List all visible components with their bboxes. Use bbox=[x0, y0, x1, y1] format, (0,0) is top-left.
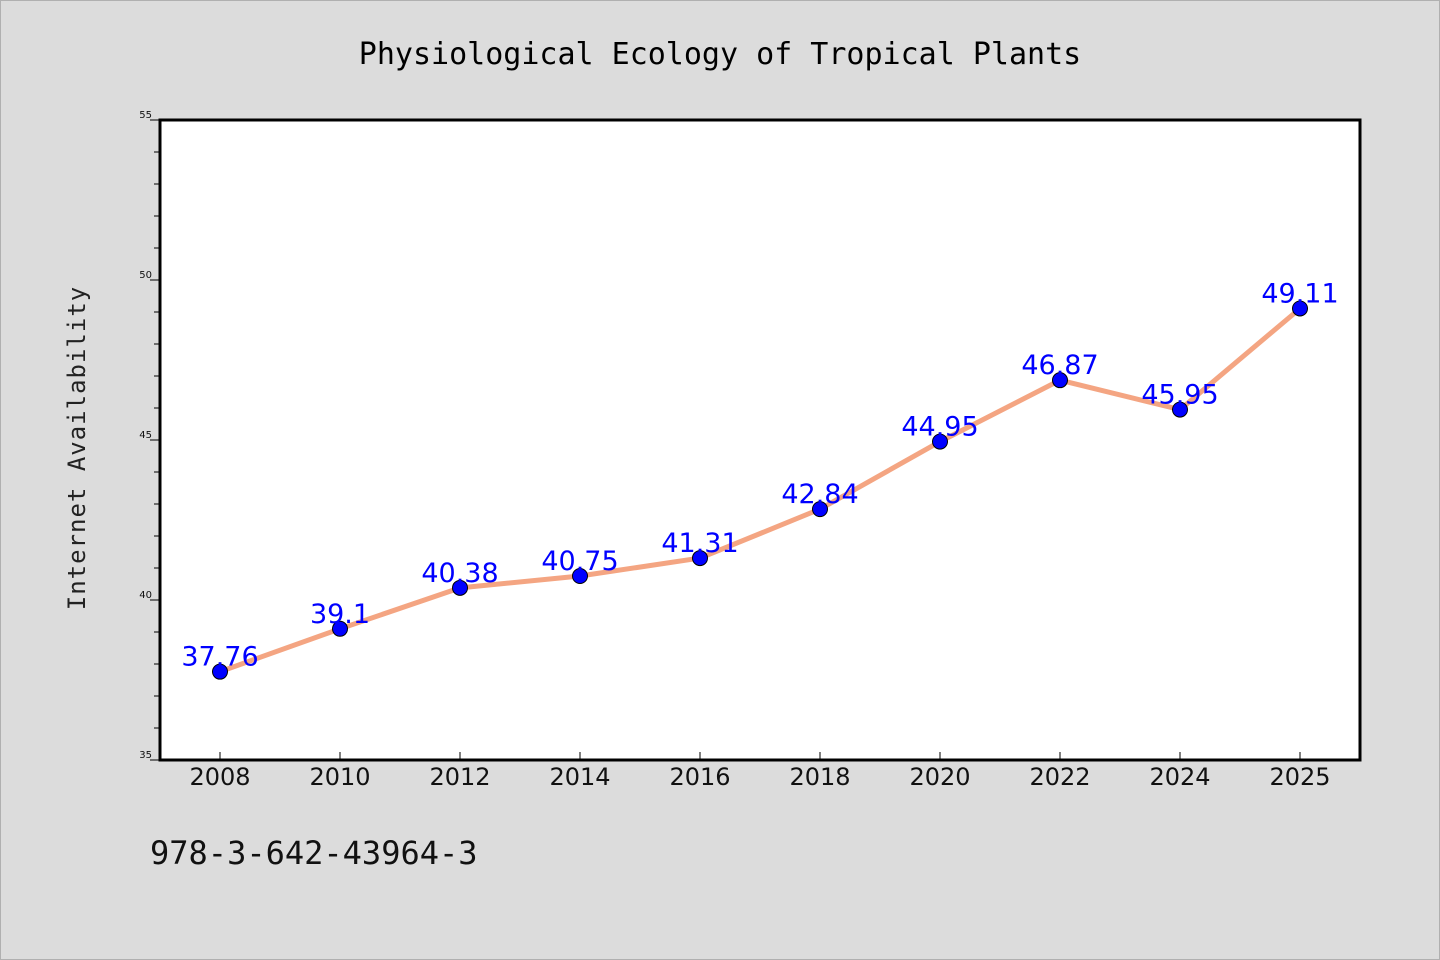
y-tick-label: 50 bbox=[139, 270, 152, 281]
y-tick-label: 40 bbox=[139, 590, 152, 601]
y-tick-label: 35 bbox=[139, 750, 152, 761]
data-label: 40.75 bbox=[541, 546, 618, 577]
isbn-footer: 978-3-642-43964-3 bbox=[150, 834, 478, 872]
series-line bbox=[217, 305, 1303, 675]
x-tick-label: 2012 bbox=[429, 763, 490, 791]
data-point bbox=[1292, 300, 1308, 317]
data-label: 42.84 bbox=[781, 479, 858, 510]
data-label: 41.31 bbox=[661, 528, 738, 559]
x-axis-ticks: 2008 2010 2012 2014 2016 2018 2020 2022 2024 2025 bbox=[189, 752, 1331, 791]
data-markers bbox=[212, 300, 1308, 680]
data-point bbox=[452, 579, 468, 596]
x-tick-label: 2010 bbox=[309, 763, 370, 791]
data-point bbox=[1052, 372, 1068, 389]
x-tick-label: 2016 bbox=[669, 763, 730, 791]
data-label: 39.1 bbox=[310, 599, 370, 630]
data-label: 44.95 bbox=[901, 412, 978, 443]
x-tick-label: 2022 bbox=[1029, 763, 1090, 791]
x-tick-label: 2008 bbox=[189, 763, 250, 791]
data-point bbox=[572, 568, 588, 584]
x-tick-label: 2020 bbox=[909, 763, 970, 791]
x-tick-label: 2024 bbox=[1149, 763, 1210, 791]
data-point bbox=[332, 620, 348, 637]
data-point bbox=[212, 663, 228, 680]
x-tick-label: 2025 bbox=[1269, 763, 1330, 791]
data-point bbox=[1172, 401, 1188, 418]
data-point bbox=[812, 501, 828, 518]
data-label: 49.11 bbox=[1261, 278, 1338, 309]
data-label: 40.38 bbox=[421, 558, 498, 589]
data-label: 37.76 bbox=[181, 642, 258, 673]
data-labels: 37.76 39.1 40.38 40.75 41.31 42.84 44.95 46.87 4… bbox=[181, 278, 1338, 672]
y-axis-label: Internet Availability bbox=[63, 286, 91, 610]
data-label: 45.95 bbox=[1141, 380, 1218, 411]
y-tick-label: 45 bbox=[139, 430, 152, 441]
data-point bbox=[692, 550, 708, 567]
data-label: 46.87 bbox=[1021, 350, 1098, 381]
plot-border bbox=[158, 118, 1362, 762]
x-tick-label: 2014 bbox=[549, 763, 610, 791]
y-axis-ticks: 35 40 45 50 55 bbox=[139, 110, 152, 761]
x-tick-label: 2018 bbox=[789, 763, 850, 791]
chart-title: Physiological Ecology of Tropical Plants bbox=[359, 37, 1081, 72]
plot-area bbox=[160, 120, 1360, 760]
y-tick-label: 55 bbox=[139, 110, 152, 121]
data-point bbox=[932, 433, 948, 450]
